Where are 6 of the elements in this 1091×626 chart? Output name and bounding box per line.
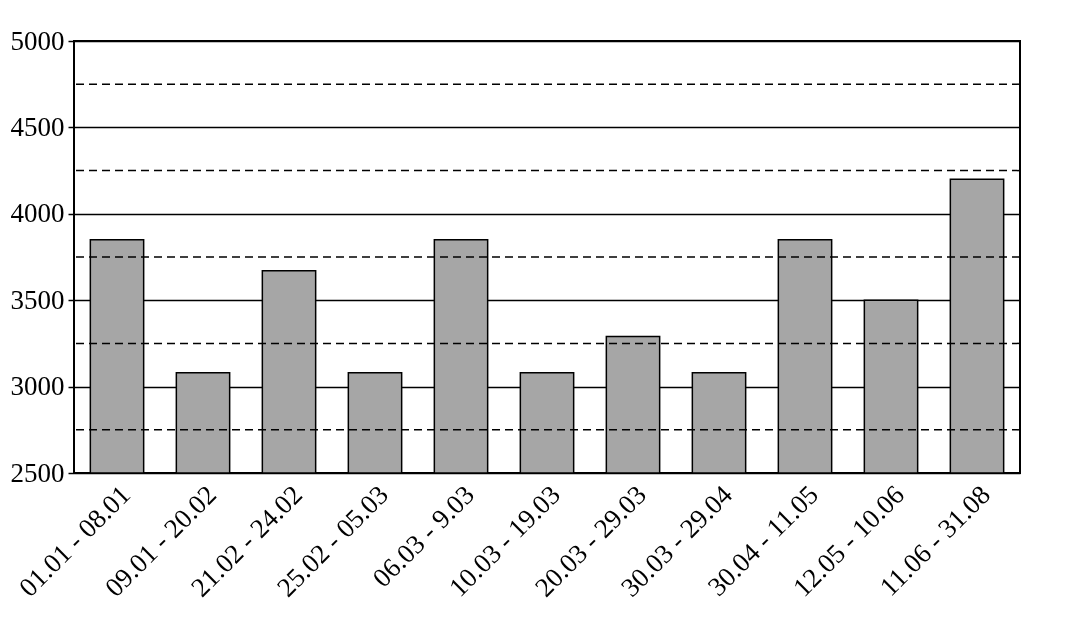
y-tick-label: 3000 — [10, 371, 65, 402]
y-tick-label: 5000 — [10, 25, 65, 56]
y-tick-label: 3500 — [10, 284, 65, 315]
y-tick-label: 4000 — [10, 198, 65, 229]
y-tick-label: 2500 — [10, 457, 65, 488]
y-tick-label: 4500 — [10, 111, 65, 142]
